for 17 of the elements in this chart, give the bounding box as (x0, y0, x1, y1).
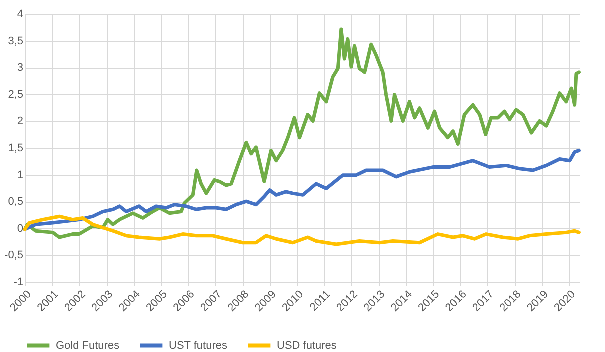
y-tick-label: 2,5 (8, 88, 24, 101)
y-tick-label: 1 (17, 169, 24, 182)
y-tick-label: -1 (14, 276, 24, 288)
y-tick-label: 3 (17, 62, 24, 74)
y-tick-label: 4 (17, 8, 24, 20)
y-tick-label: 0 (17, 222, 24, 235)
y-tick-label: -0,5 (4, 250, 24, 262)
legend-label: Gold Futures (56, 340, 120, 352)
line-series (23, 28, 581, 240)
y-tick-label: 2 (17, 116, 24, 128)
y-tick-label: 0,5 (8, 196, 24, 208)
line-series (23, 214, 581, 246)
line-series (23, 148, 581, 232)
legend-label: UST futures (169, 340, 228, 352)
y-tick-label: 3,5 (8, 35, 24, 48)
legend-label: USD futures (277, 340, 338, 352)
y-tick-label: 1,5 (8, 142, 24, 154)
